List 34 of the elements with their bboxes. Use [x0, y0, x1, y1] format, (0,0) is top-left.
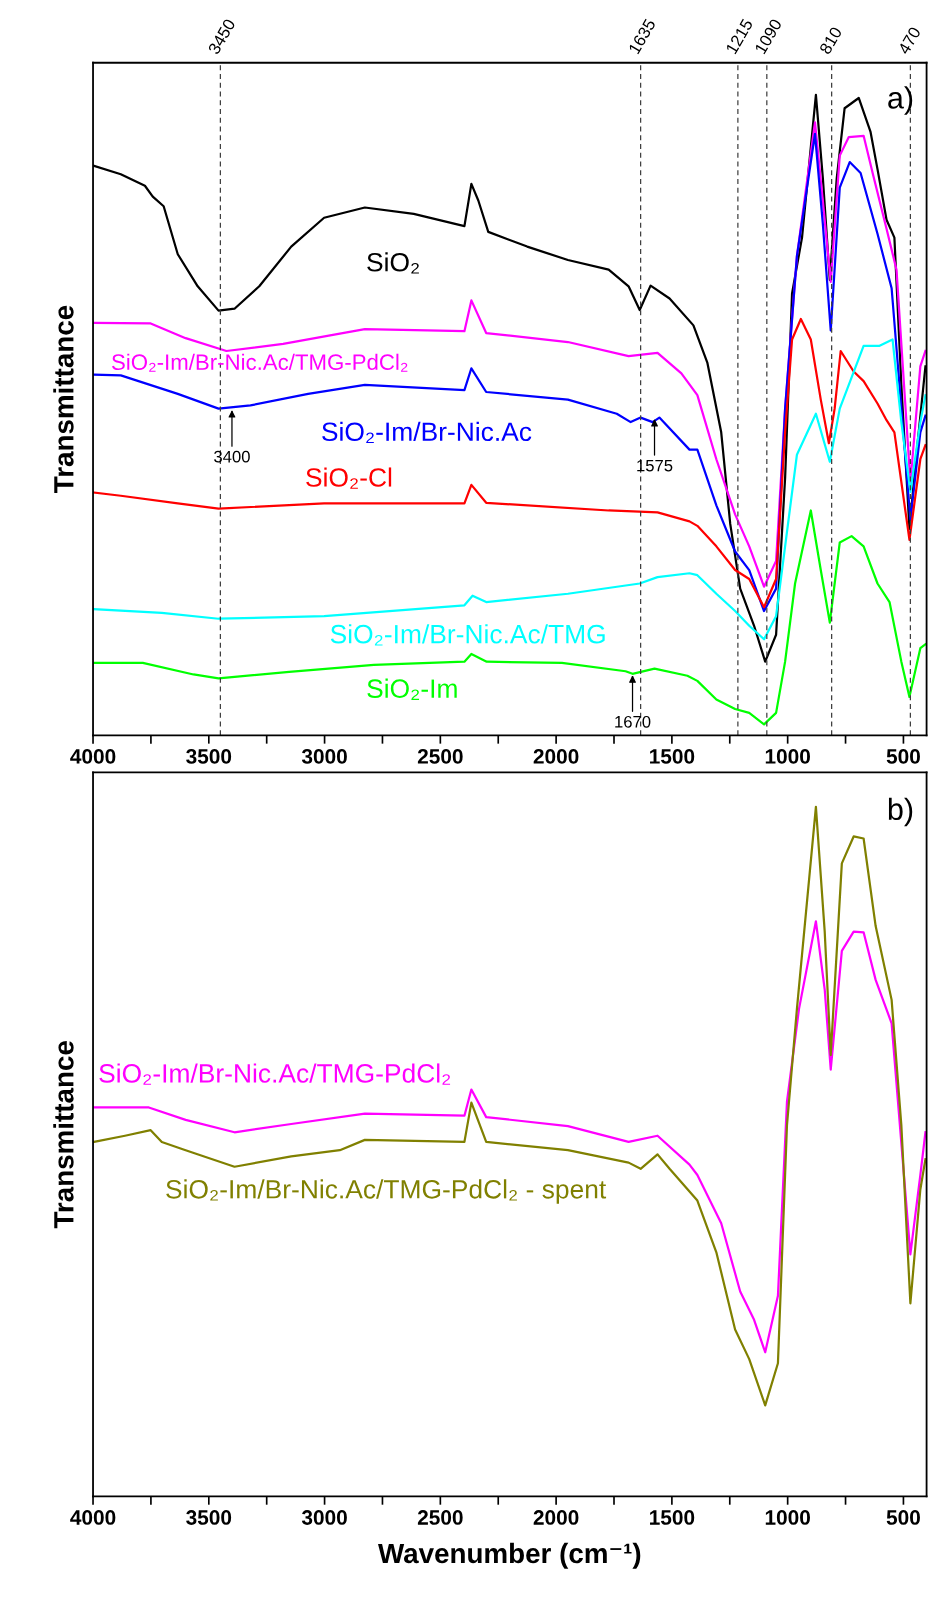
annotation: b) — [888, 797, 913, 827]
x-tick-label: 3000 — [301, 1510, 347, 1525]
series-label: SiO₂-Im/Br-Nic.Ac/TMG — [330, 624, 605, 646]
annotation: 1575 — [637, 459, 673, 472]
x-tick-label: 500 — [886, 749, 920, 764]
series-label: SiO₂ — [367, 252, 419, 274]
x-tick-label: 2500 — [417, 1510, 463, 1525]
annotation: 1670 — [615, 715, 651, 728]
x-tick-label: 3000 — [301, 749, 347, 764]
x-tick-label: 1500 — [650, 1510, 695, 1525]
x-tick-label: 500 — [886, 1510, 920, 1525]
x-tick-label: 3500 — [186, 1510, 232, 1525]
series-label: SiO₂-Im/Br-Nic.Ac/TMG-PdCl₂ - spent — [166, 1179, 607, 1204]
x-tick-label: 3500 — [186, 749, 232, 764]
y-axis-title: Transmittance — [53, 1041, 74, 1229]
y-axis-title: Transmittance — [53, 305, 74, 493]
x-tick-label: 1000 — [765, 1510, 810, 1525]
x-tick-label: 2000 — [533, 1510, 579, 1525]
series-label: SiO₂-Im/Br-Nic.Ac/TMG-PdCl₂ — [112, 353, 408, 372]
series-label: SiO₂-Im/Br-Nic.Ac — [322, 421, 532, 444]
annotation: a) — [888, 86, 913, 115]
ref-line-label: 810 — [818, 26, 843, 55]
x-tick-label: 1000 — [765, 749, 810, 764]
series-label: SiO₂-Im — [367, 678, 457, 700]
x-tick-label: 2000 — [533, 749, 579, 764]
series-label: SiO₂-Im/Br-Nic.Ac/TMG-PdCl₂ — [99, 1063, 451, 1085]
ref-line-label: 470 — [897, 26, 922, 56]
x-tick-label: 2500 — [417, 749, 463, 764]
x-axis-title: Wavenumber (cm⁻¹) — [378, 1542, 641, 1569]
x-tick-label: 4000 — [70, 749, 116, 764]
series-label: SiO₂-Cl — [306, 467, 392, 489]
annotation: 3400 — [214, 450, 250, 463]
x-tick-label: 4000 — [70, 1510, 116, 1525]
x-tick-label: 1500 — [650, 749, 695, 764]
